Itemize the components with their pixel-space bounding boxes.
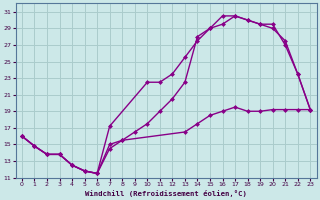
X-axis label: Windchill (Refroidissement éolien,°C): Windchill (Refroidissement éolien,°C) — [85, 190, 247, 197]
